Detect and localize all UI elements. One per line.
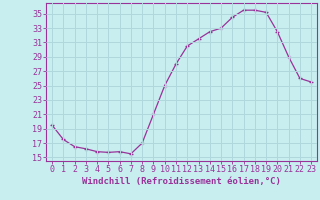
X-axis label: Windchill (Refroidissement éolien,°C): Windchill (Refroidissement éolien,°C) [82, 177, 281, 186]
